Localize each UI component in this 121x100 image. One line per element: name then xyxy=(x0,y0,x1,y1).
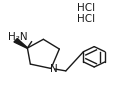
Polygon shape xyxy=(14,39,28,48)
Text: N: N xyxy=(49,64,57,74)
Text: HCl: HCl xyxy=(77,14,96,24)
Text: H₂N: H₂N xyxy=(8,32,27,42)
Text: HCl: HCl xyxy=(77,3,96,13)
